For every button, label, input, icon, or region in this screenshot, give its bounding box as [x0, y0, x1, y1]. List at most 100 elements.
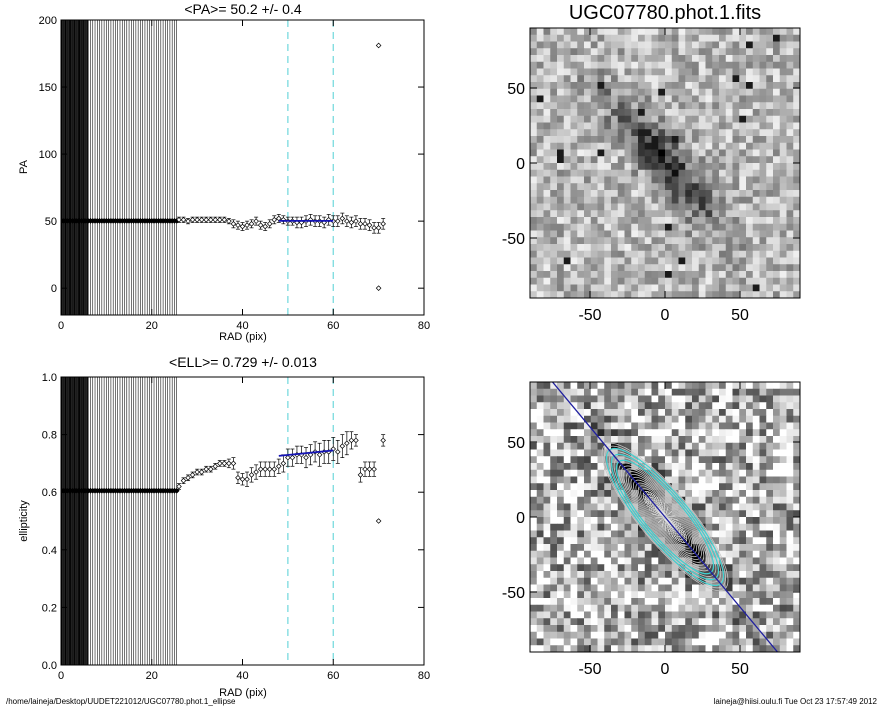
data-point	[203, 217, 209, 223]
y-tick-label: 150	[39, 82, 57, 94]
data-point	[276, 463, 282, 470]
data-point	[271, 217, 278, 223]
y-tick-label: 0.6	[42, 487, 57, 499]
data-point	[221, 460, 228, 467]
data-point	[353, 437, 359, 444]
data-point	[230, 221, 237, 227]
y-tick-label: 0.0	[42, 660, 57, 672]
radial-spoke	[664, 516, 679, 521]
radial-spoke	[645, 504, 666, 518]
radial-spoke	[654, 516, 666, 519]
data-point	[253, 218, 259, 224]
data-point	[371, 225, 377, 231]
x-tick-label: 0	[58, 320, 64, 332]
data-point	[217, 217, 223, 223]
x-tick-label: 50	[731, 661, 749, 678]
data-point	[262, 466, 268, 472]
data-point	[203, 466, 209, 472]
data-point	[316, 451, 323, 458]
outlier-point	[375, 285, 382, 291]
data-point	[257, 466, 264, 472]
x-tick-label: -50	[578, 661, 601, 678]
fit-line	[278, 449, 334, 457]
data-point	[180, 217, 187, 223]
data-point	[253, 469, 259, 475]
x-tick-label: 50	[731, 307, 749, 324]
data-point	[185, 475, 191, 481]
data-point	[235, 475, 241, 481]
x-tick-label: 0	[661, 661, 670, 678]
y-tick-label: 200	[39, 15, 57, 27]
radial-spoke	[664, 506, 669, 518]
radial-spoke	[661, 516, 666, 528]
y-tick-label: 0.2	[42, 602, 57, 614]
x-tick-label: 0	[58, 670, 64, 682]
data-point	[239, 223, 246, 230]
image-panel-raw: UGC07780.phot.1.fits -50 0 50 -50 0 50	[502, 2, 801, 324]
data-point	[226, 460, 232, 467]
data-point	[248, 472, 255, 478]
data-point	[271, 466, 278, 472]
x-tick-label: 20	[146, 320, 158, 332]
data-point	[344, 440, 350, 447]
y-tick-label: 100	[39, 149, 57, 161]
data-point	[362, 466, 368, 472]
data-point	[248, 221, 255, 227]
radial-spoke	[648, 509, 666, 518]
data-point	[375, 225, 382, 231]
data-point	[185, 218, 191, 224]
data-point	[353, 218, 359, 224]
radial-spoke	[664, 516, 670, 535]
data-point	[357, 221, 364, 227]
data-point	[235, 222, 241, 228]
outlier-point	[375, 42, 382, 49]
radial-spoke	[651, 513, 666, 518]
x-tick-label: 60	[327, 670, 339, 682]
data-point	[207, 466, 214, 472]
data-point	[380, 221, 386, 227]
data-point	[344, 218, 350, 224]
y-tick-label: 0.8	[42, 430, 57, 442]
y-tick-label: 0	[516, 156, 525, 173]
x-tick-label: 40	[236, 320, 248, 332]
data-point	[366, 466, 373, 472]
data-point	[289, 454, 296, 461]
data-point	[198, 216, 205, 223]
footer-user-time: laineja@hiisi.oulu.fi Tue Oct 23 17:57:4…	[713, 697, 877, 706]
major-axis-line	[551, 382, 779, 652]
ell-xlabel: RAD (pix)	[219, 687, 267, 699]
data-point	[230, 460, 237, 467]
y-tick-label: 0	[516, 510, 525, 527]
radial-spoke	[660, 499, 666, 518]
y-tick-label: -50	[502, 231, 525, 248]
y-tick-label: 50	[507, 81, 525, 98]
data-point	[189, 472, 196, 478]
image-panel-ellipse-fit: -50 0 50 -50 0 50	[502, 381, 801, 678]
data-point	[244, 222, 250, 228]
data-point	[176, 483, 182, 490]
x-tick-label: -50	[578, 307, 601, 324]
data-point	[194, 469, 200, 475]
data-point	[380, 437, 386, 444]
radial-spoke	[664, 515, 676, 518]
radial-spoke	[657, 516, 666, 523]
data-point	[348, 437, 355, 444]
radial-spoke	[664, 516, 682, 525]
data-point	[194, 217, 200, 223]
radial-spoke	[664, 511, 673, 518]
ell-ylabel: ellipticity	[18, 500, 30, 542]
data-point	[239, 476, 246, 483]
data-point	[375, 518, 382, 524]
radial-spoke	[664, 516, 678, 541]
data-point	[348, 219, 355, 226]
x-tick-label: 40	[236, 670, 248, 682]
data-point	[339, 215, 346, 222]
radial-spoke	[663, 502, 666, 518]
data-point	[339, 443, 346, 449]
data-point	[266, 466, 273, 472]
pa-xlabel: RAD (pix)	[219, 331, 267, 343]
data-point	[180, 477, 187, 484]
data-point	[280, 460, 287, 467]
y-tick-label: 0	[51, 283, 57, 295]
